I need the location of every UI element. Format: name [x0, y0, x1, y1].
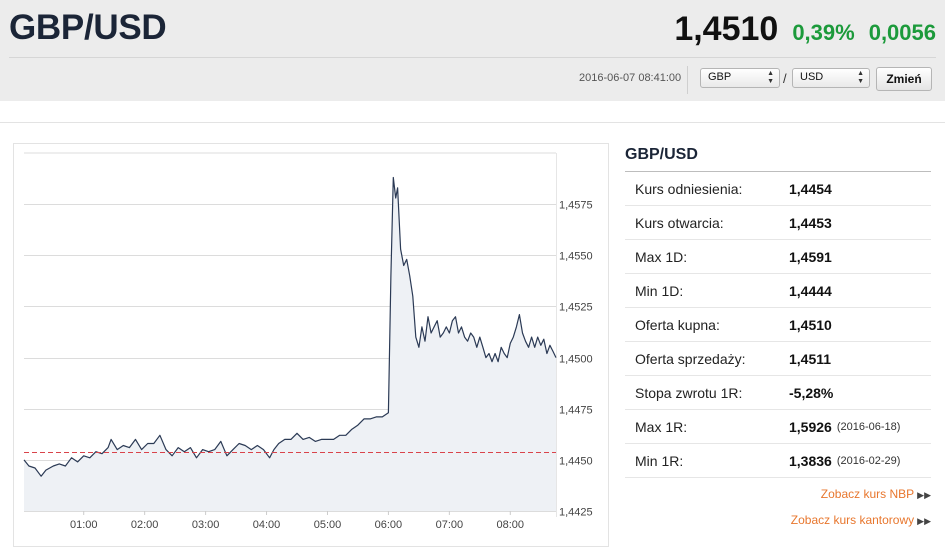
- to-currency-select[interactable]: USD ▲ ▼: [792, 68, 870, 88]
- stat-label: Kurs otwarcia:: [635, 214, 724, 231]
- x-tick-label: 03:00: [192, 519, 220, 531]
- series-area: [24, 177, 556, 511]
- currency-separator: /: [783, 71, 787, 86]
- from-currency-value: GBP: [708, 71, 732, 83]
- stat-value: 1,4453: [789, 214, 832, 231]
- stat-value: 1,4511: [789, 350, 832, 367]
- x-tick-label: 02:00: [131, 519, 159, 531]
- y-tick-label: 1,4550: [559, 251, 593, 263]
- stat-value: 1,5926: [789, 418, 832, 435]
- stat-label: Max 1D:: [635, 248, 688, 265]
- series-line: [23, 176, 557, 477]
- change-percent: 0,39%: [792, 20, 855, 45]
- nbp-rate-link[interactable]: Zobacz kurs NBP ▶▶: [625, 487, 931, 501]
- stat-label: Oferta sprzedaży:: [635, 350, 746, 367]
- x-tick-label: 07:00: [436, 519, 464, 531]
- stat-row: Oferta sprzedaży: 1,4511: [625, 342, 931, 376]
- stat-value: 1,3836: [789, 452, 832, 469]
- stat-row: Kurs otwarcia: 1,4453: [625, 206, 931, 240]
- stat-date: (2016-06-18): [836, 420, 901, 433]
- stat-label: Min 1D:: [635, 282, 684, 299]
- to-currency-value: USD: [800, 71, 824, 83]
- change-button[interactable]: Zmień: [876, 67, 932, 91]
- stat-row: Kurs odniesienia: 1,4454: [625, 172, 931, 206]
- y-tick-label: 1,4525: [559, 302, 593, 314]
- y-tick-label: 1,4425: [559, 507, 593, 519]
- quote-summary: 1,4510 0,39% 0,0056: [674, 10, 936, 49]
- x-tick-label: 06:00: [375, 519, 403, 531]
- links-list: Zobacz kurs NBP ▶▶ Zobacz kurs kantorowy ▶…: [625, 487, 931, 527]
- nbp-rate-link-label: Zobacz kurs NBP: [820, 487, 915, 501]
- intraday-chart: 1,4425 1,4450 1,4475 1,4500 1,4525 1,4550 1,45…: [23, 152, 593, 531]
- chart-container: 1,4425 1,4450 1,4475 1,4500 1,4525 1,4550 1,45…: [13, 143, 609, 547]
- y-tick-label: 1,4500: [559, 354, 593, 366]
- stats-title: GBP/USD: [625, 144, 931, 172]
- select-arrows-icon: ▲ ▼: [857, 70, 864, 85]
- select-arrows-icon: ▲ ▼: [767, 70, 774, 85]
- stat-value: 1,4510: [789, 316, 832, 333]
- stats-table: Kurs odniesienia: 1,4454 Kurs otwarcia: 1,4…: [625, 172, 931, 478]
- y-tick-label: 1,4575: [559, 200, 593, 212]
- stat-label: Kurs odniesienia:: [635, 180, 743, 197]
- y-tick-label: 1,4450: [559, 456, 593, 468]
- stat-row: Max 1D: 1,4591: [625, 240, 931, 274]
- header-separator: [687, 66, 688, 94]
- stat-row: Min 1D: 1,4444: [625, 274, 931, 308]
- exchange-rate-link-label: Zobacz kurs kantorowy: [790, 513, 915, 527]
- from-currency-select[interactable]: GBP ▲ ▼: [700, 68, 780, 88]
- stat-label: Max 1R:: [635, 418, 688, 435]
- stat-value: 1,4444: [789, 282, 832, 299]
- header-divider: [9, 57, 936, 58]
- double-chevron-right-icon: ▶▶: [917, 490, 931, 500]
- x-tick-label: 05:00: [314, 519, 342, 531]
- stat-date: (2016-02-29): [836, 454, 901, 467]
- stats-panel: GBP/USD Kurs odniesienia: 1,4454 Kurs otwa…: [625, 144, 931, 539]
- quote-timestamp: 2016-06-07 08:41:00: [579, 72, 682, 84]
- page-title: GBP/USD: [9, 8, 167, 47]
- quote-header: GBP/USD 1,4510 0,39% 0,0056 2016-06-07 0…: [0, 0, 945, 101]
- exchange-rate-link[interactable]: Zobacz kurs kantorowy ▶▶: [625, 513, 931, 527]
- stat-label: Oferta kupna:: [635, 316, 720, 333]
- stat-label: Min 1R:: [635, 452, 684, 469]
- stat-value: 1,4454: [789, 180, 832, 197]
- stat-value: -5,28%: [789, 384, 834, 401]
- stat-label: Stopa zwrotu 1R:: [635, 384, 743, 401]
- double-chevron-right-icon: ▶▶: [917, 516, 931, 526]
- stat-row: Oferta kupna: 1,4510: [625, 308, 931, 342]
- current-rate: 1,4510: [674, 10, 779, 48]
- stat-row: Stopa zwrotu 1R: -5,28%: [625, 376, 931, 410]
- x-tick-label: 04:00: [253, 519, 281, 531]
- y-tick-label: 1,4475: [559, 405, 593, 417]
- x-tick-label: 08:00: [497, 519, 525, 531]
- change-absolute: 0,0056: [868, 20, 936, 45]
- stat-value: 1,4591: [789, 248, 832, 265]
- x-tick-label: 01:00: [70, 519, 98, 531]
- stat-row: Min 1R: 1,3836 (2016-02-29): [625, 444, 931, 478]
- stat-row: Max 1R: 1,5926 (2016-06-18): [625, 410, 931, 444]
